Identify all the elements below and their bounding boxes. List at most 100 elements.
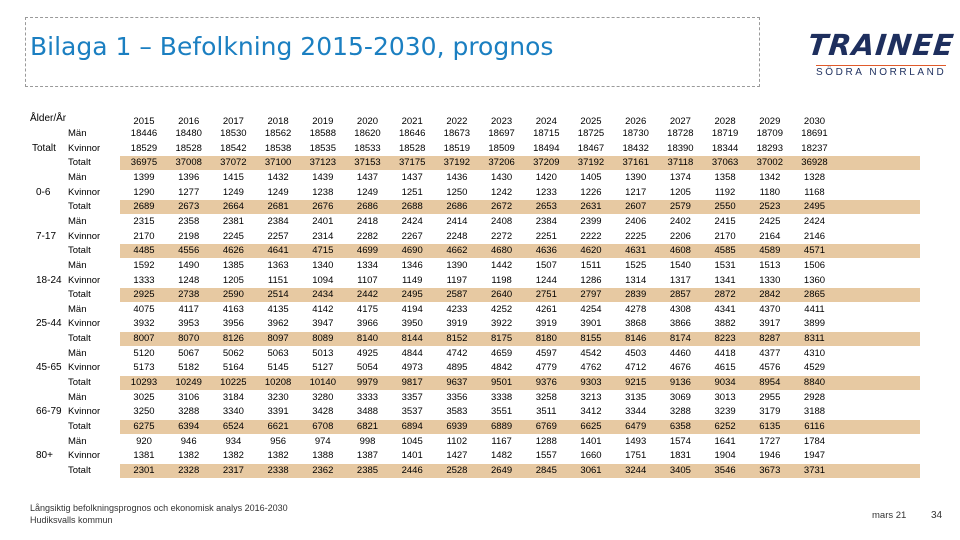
table-cell: 6821 [356,421,379,432]
table-cell: 18728 [667,128,694,139]
table-cell: 1094 [312,274,334,286]
table-cell: 3956 [222,318,244,330]
table-cell: 1382 [222,450,244,462]
table-cell: 3356 [446,391,468,403]
table-cell: 3488 [356,406,379,418]
row-category: Män [68,259,87,271]
table-cell: 4252 [491,303,513,315]
table-cell: 9376 [535,377,557,389]
table-cell: 2425 [759,215,781,227]
row-category: Totalt [68,377,91,389]
table-cell: 3250 [133,406,155,418]
row-category: Kvinnor [68,274,101,286]
table-cell: 2424 [803,215,826,227]
table-cell: 2528 [446,464,468,476]
table-cell: 8287 [759,333,781,345]
table-cell: 2514 [267,289,289,301]
year-header: 2015 [133,116,155,127]
table-cell: 2164 [759,230,781,242]
table-cell: 1363 [267,259,289,271]
table-cell: 3135 [625,391,647,403]
table-cell: 2686 [446,201,468,213]
table-cell: 4571 [803,245,826,257]
table-cell: 4556 [178,245,200,257]
table-cell: 4503 [625,347,647,359]
table-cell: 37123 [309,157,336,169]
table-cell: 18588 [309,128,336,139]
table-cell: 4715 [312,245,334,257]
table-cell: 2797 [580,289,602,301]
table-cell: 1341 [714,274,736,286]
table-cell: 2738 [178,289,200,301]
row-category: Totalt [68,333,91,345]
table-cell: 1197 [446,274,468,286]
table-cell: 1947 [803,450,826,462]
table-cell: 8223 [714,333,736,345]
table-cell: 1334 [356,259,379,271]
table-cell: 4278 [625,303,647,315]
table-cell: 1427 [446,450,468,462]
table-cell: 4542 [580,347,602,359]
table-cell: 1102 [446,435,468,447]
table-cell: 3244 [625,464,647,476]
table-cell: 6894 [401,421,423,432]
table-cell: 4411 [804,303,825,315]
row-category: Kvinnor [68,318,101,330]
table-cell: 2955 [759,391,781,403]
table-cell: 946 [180,435,197,447]
table-cell: 3188 [803,406,826,418]
table-cell: 2245 [222,230,244,242]
table-cell: 8152 [446,333,468,345]
table-cell: 18538 [264,142,292,154]
table-cell: 3013 [714,391,736,403]
table-cell: 5120 [133,347,155,359]
table-cell: 1381 [133,450,155,462]
source-note: Långsiktig befolkningsprognos och ekonom… [30,502,288,526]
table-cell: 3405 [669,464,691,476]
source-line-2: Hudiksvalls kommun [30,515,113,525]
table-cell: 1340 [312,259,334,271]
table-cell: 4418 [714,347,736,359]
table-cell: 2688 [401,201,423,213]
table-cell: 18535 [309,142,336,154]
table-cell: 6769 [535,421,557,432]
total-row-band [120,288,920,303]
table-cell: 5164 [222,362,244,374]
table-cell: 6889 [491,421,513,432]
table-cell: 2206 [669,230,691,242]
table-cell: 2338 [267,464,289,476]
table-cell: 8097 [267,333,289,345]
table-cell: 4742 [446,347,468,359]
year-header: 2025 [580,116,602,127]
table-cell: 8175 [491,333,513,345]
table-cell: 18509 [488,142,515,154]
row-category: Kvinnor [68,362,101,374]
table-cell: 1360 [803,274,826,286]
table-cell: 18691 [801,128,828,139]
table-cell: 2225 [625,230,647,242]
table-cell: 2257 [267,230,289,242]
age-group-label: 0-6 [36,186,51,198]
table-cell: 4895 [446,362,468,374]
table-cell: 2550 [714,201,736,213]
table-cell: 3882 [714,318,736,330]
table-cell: 2681 [267,201,289,213]
row-category: Totalt [68,464,91,476]
table-cell: 3932 [133,318,155,330]
table-cell: 9215 [625,377,647,389]
table-cell: 4608 [669,245,691,257]
table-header-age-year: Ålder/År [30,113,67,124]
table-cell: 2865 [803,289,826,301]
table-cell: 8180 [535,333,557,345]
table-cell: 2631 [580,201,602,213]
table-cell: 1751 [625,450,647,462]
table-cell: 6252 [714,421,736,432]
table-cell: 1946 [759,450,781,462]
total-row-band [120,200,920,215]
table-cell: 37175 [398,157,426,169]
row-category: Kvinnor [68,230,101,242]
year-header: 2020 [356,116,379,127]
table-cell: 3340 [222,406,244,418]
table-cell: 3357 [401,391,423,403]
row-category: Totalt [68,289,91,301]
